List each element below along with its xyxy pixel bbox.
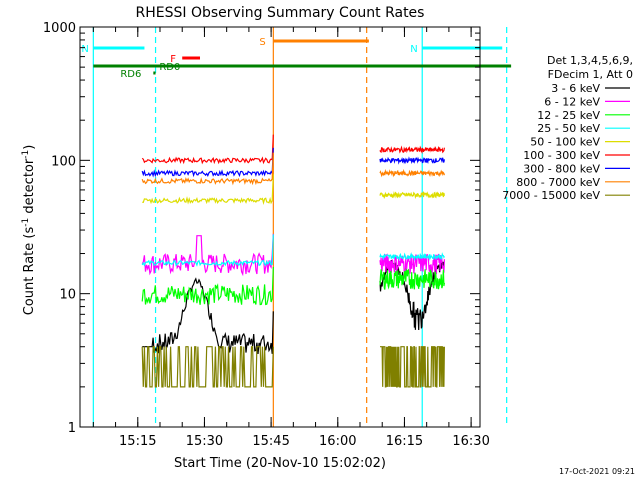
- flag-label: RD0: [159, 62, 180, 73]
- x-tick-label: 15:15: [119, 434, 156, 449]
- footer-date: 17-Oct-2021 09:21: [559, 467, 635, 476]
- legend-label: 12 - 25 keV: [537, 109, 600, 122]
- legend-label: 6 - 12 keV: [544, 95, 600, 108]
- legend: Det 1,3,4,5,6,9, FDecim 1, Att 0 3 - 6 k…: [502, 54, 633, 202]
- y-axis-label: Count Rate (s-1 detector-1): [21, 145, 37, 316]
- series-trace: [379, 267, 445, 290]
- x-axis: 15:15 15:30 15:45 16:00 16:15 16:30: [92, 27, 490, 449]
- series-trace: [380, 346, 445, 388]
- legend-label: 7000 - 15000 keV: [502, 189, 600, 202]
- x-tick-label: 16:15: [386, 434, 423, 449]
- series-trace: [379, 252, 445, 262]
- plot-frame: [79, 26, 481, 428]
- x-tick-label: 16:30: [452, 434, 489, 449]
- series-trace: [141, 134, 274, 165]
- flag-label: RD6: [120, 69, 141, 80]
- series-trace: [379, 156, 445, 165]
- legend-label: 3 - 6 keV: [551, 82, 600, 95]
- x-tick-label: 16:00: [319, 434, 356, 449]
- flag-label: S: [259, 37, 265, 48]
- legend-title-line1: Det 1,3,4,5,6,9,: [547, 54, 633, 67]
- series-trace: [142, 174, 274, 205]
- chart-title: RHESSI Observing Summary Count Rates: [136, 5, 425, 21]
- x-tick-label: 15:45: [252, 434, 289, 449]
- series-trace: [141, 346, 274, 388]
- series-trace: [141, 234, 274, 267]
- y-tick-label: 10: [59, 288, 76, 303]
- x-axis-label: Start Time (20-Nov-10 15:02:02): [174, 456, 386, 471]
- series-trace: [379, 190, 445, 200]
- legend-label: 800 - 7000 keV: [516, 176, 600, 189]
- series-trace: [141, 152, 274, 186]
- flag-label: N: [81, 44, 88, 55]
- series-trace: [141, 266, 274, 306]
- series-trace: [141, 233, 274, 277]
- plot-area: N N F S RD0 RD6: [81, 27, 512, 427]
- legend-title-line2: FDecim 1, Att 0: [548, 68, 633, 81]
- series-trace: [379, 253, 445, 275]
- series-trace: [379, 168, 445, 178]
- legend-label: 300 - 800 keV: [523, 162, 600, 175]
- legend-label: 50 - 100 keV: [530, 136, 600, 149]
- legend-label: 25 - 50 keV: [537, 122, 600, 135]
- y-tick-label: 1000: [43, 21, 76, 36]
- x-tick-label: 15:30: [186, 434, 223, 449]
- series-trace: [142, 277, 274, 354]
- y-tick-label: 100: [51, 154, 76, 169]
- series-trace: [141, 147, 274, 178]
- flag-label: N: [410, 44, 417, 55]
- legend-label: 100 - 300 keV: [523, 149, 600, 162]
- series-trace: [379, 145, 445, 155]
- y-tick-label: 1: [68, 421, 76, 436]
- y-axis: 1 10 100 1000: [43, 21, 480, 436]
- flag-label: F: [170, 54, 176, 65]
